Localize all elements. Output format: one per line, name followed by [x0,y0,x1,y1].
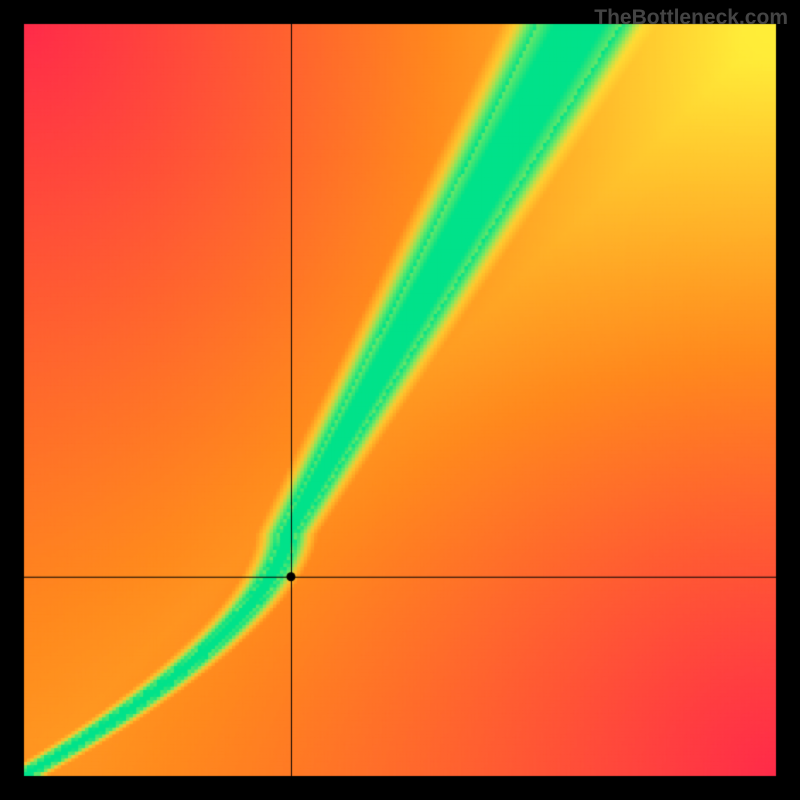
heatmap-canvas [0,0,800,800]
chart-container: TheBottleneck.com [0,0,800,800]
watermark-text: TheBottleneck.com [594,6,788,30]
